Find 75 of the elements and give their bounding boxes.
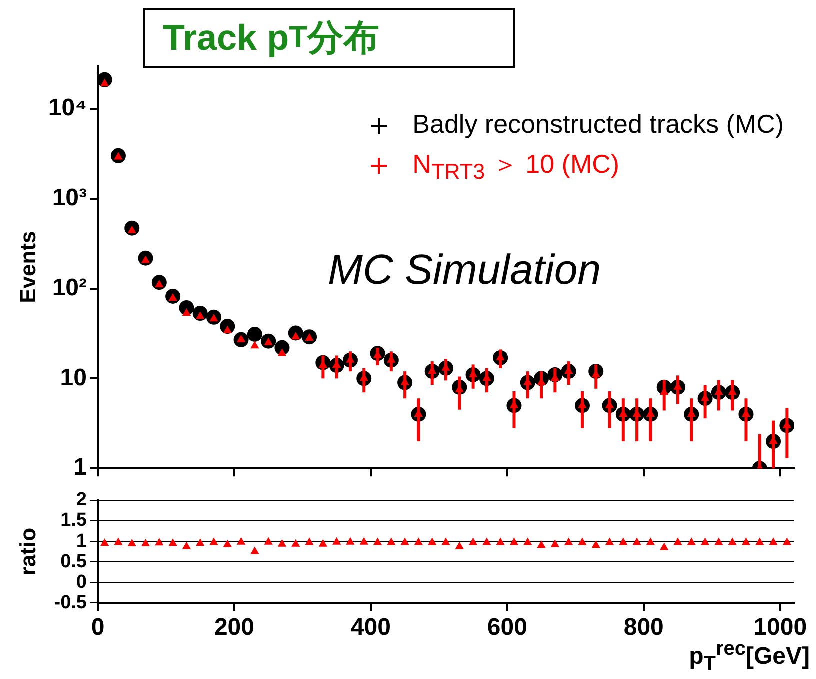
point <box>688 538 696 546</box>
point <box>100 539 109 546</box>
point <box>306 538 314 546</box>
x-tick-label: 400 <box>350 614 391 642</box>
point <box>606 538 614 546</box>
point <box>224 540 232 548</box>
x-tick-label: 800 <box>624 614 664 642</box>
point <box>660 543 668 550</box>
point <box>674 538 682 546</box>
y-tick-label: 0.5 <box>60 551 88 572</box>
point <box>278 349 286 356</box>
y-tick-label: 10⁴ <box>48 94 87 122</box>
y-tick-label: 2 <box>76 490 87 511</box>
point <box>524 538 532 546</box>
x-tick-label: 200 <box>214 614 254 642</box>
y-tick-label: 10 <box>60 364 87 392</box>
point <box>264 538 273 545</box>
point <box>247 326 262 342</box>
point <box>482 538 491 546</box>
point <box>360 538 368 545</box>
point <box>770 538 778 546</box>
point <box>592 541 600 548</box>
point <box>374 538 382 546</box>
point <box>728 538 737 546</box>
x-tick-label: 600 <box>487 614 528 642</box>
point <box>292 540 300 547</box>
point <box>414 538 423 546</box>
point <box>496 538 505 546</box>
point <box>564 538 573 546</box>
point <box>237 538 246 545</box>
point <box>114 538 122 546</box>
annotation: MC Simulation <box>328 246 602 294</box>
point <box>469 538 478 546</box>
point <box>169 539 178 546</box>
point <box>742 538 750 546</box>
point <box>210 538 218 546</box>
y-tick-label: 1 <box>74 454 87 482</box>
y-tick-label: 0 <box>76 572 87 593</box>
point <box>551 540 560 548</box>
point <box>578 538 586 546</box>
point <box>319 540 328 547</box>
point <box>155 538 164 546</box>
point <box>510 538 518 546</box>
y-axis-title: ratio <box>15 528 40 576</box>
legend-label: Badly reconstructed tracks (MC) <box>412 109 784 139</box>
legend-label: N$_{TRT3}$ ＞ 10 (MC) <box>412 149 620 184</box>
point <box>332 538 341 545</box>
y-tick-label: 1 <box>76 530 88 552</box>
point <box>182 309 191 316</box>
point <box>387 538 396 546</box>
point <box>442 538 450 546</box>
point <box>128 539 136 546</box>
point <box>714 538 723 546</box>
point <box>646 538 655 546</box>
point <box>196 539 204 546</box>
point <box>456 542 464 550</box>
point <box>428 538 436 546</box>
point <box>346 538 354 545</box>
point <box>250 547 259 554</box>
point <box>401 538 410 546</box>
y-tick-label: -0.5 <box>54 592 88 614</box>
y-tick-label: 10³ <box>52 184 88 212</box>
y-tick-label: 10² <box>52 274 88 302</box>
point <box>538 541 546 548</box>
point <box>619 538 628 546</box>
y-tick-label: 1.5 <box>60 510 88 532</box>
point <box>182 542 191 550</box>
point <box>701 538 710 546</box>
point <box>250 342 259 349</box>
point <box>278 540 286 547</box>
point <box>783 538 792 546</box>
point <box>756 538 764 546</box>
point <box>633 538 642 546</box>
y-axis-title: Events <box>15 231 40 304</box>
point <box>142 539 150 546</box>
